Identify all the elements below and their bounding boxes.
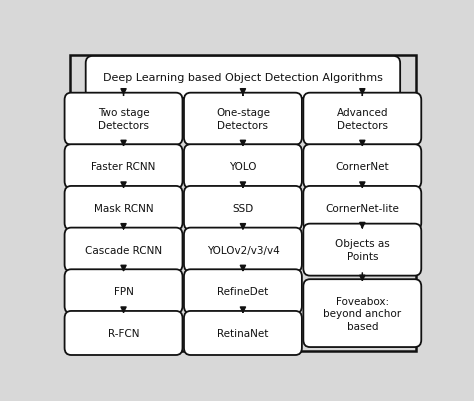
FancyBboxPatch shape bbox=[64, 186, 182, 231]
Text: RefineDet: RefineDet bbox=[217, 287, 269, 297]
FancyBboxPatch shape bbox=[184, 186, 302, 231]
Text: CornerNet-lite: CornerNet-lite bbox=[325, 203, 399, 213]
FancyBboxPatch shape bbox=[303, 186, 421, 231]
FancyBboxPatch shape bbox=[303, 93, 421, 145]
FancyBboxPatch shape bbox=[303, 279, 421, 347]
FancyBboxPatch shape bbox=[64, 93, 182, 145]
Text: Advanced
Detectors: Advanced Detectors bbox=[337, 108, 388, 131]
Text: SSD: SSD bbox=[232, 203, 254, 213]
Text: Two stage
Detectors: Two stage Detectors bbox=[98, 108, 149, 131]
FancyBboxPatch shape bbox=[70, 56, 416, 351]
FancyBboxPatch shape bbox=[64, 145, 182, 189]
Text: YOLO: YOLO bbox=[229, 162, 257, 172]
Text: Faster RCNN: Faster RCNN bbox=[91, 162, 156, 172]
Text: Deep Learning based Object Detection Algorithms: Deep Learning based Object Detection Alg… bbox=[103, 73, 383, 83]
Text: YOLOv2/v3/v4: YOLOv2/v3/v4 bbox=[207, 245, 279, 255]
FancyBboxPatch shape bbox=[303, 224, 421, 276]
Text: Objects as
Points: Objects as Points bbox=[335, 239, 390, 261]
FancyBboxPatch shape bbox=[184, 269, 302, 314]
Text: One-stage
Detectors: One-stage Detectors bbox=[216, 108, 270, 131]
FancyBboxPatch shape bbox=[184, 93, 302, 145]
FancyBboxPatch shape bbox=[303, 145, 421, 189]
Text: R-FCN: R-FCN bbox=[108, 328, 139, 338]
FancyBboxPatch shape bbox=[64, 269, 182, 314]
Text: Mask RCNN: Mask RCNN bbox=[94, 203, 154, 213]
FancyBboxPatch shape bbox=[184, 145, 302, 189]
FancyBboxPatch shape bbox=[64, 311, 182, 355]
FancyBboxPatch shape bbox=[184, 311, 302, 355]
Text: CornerNet: CornerNet bbox=[336, 162, 389, 172]
FancyBboxPatch shape bbox=[64, 228, 182, 272]
Text: Cascade RCNN: Cascade RCNN bbox=[85, 245, 162, 255]
Text: Foveabox:
beyond anchor
based: Foveabox: beyond anchor based bbox=[323, 296, 401, 331]
FancyBboxPatch shape bbox=[184, 228, 302, 272]
FancyBboxPatch shape bbox=[86, 57, 400, 99]
Text: FPN: FPN bbox=[114, 287, 134, 297]
Text: RetinaNet: RetinaNet bbox=[217, 328, 269, 338]
